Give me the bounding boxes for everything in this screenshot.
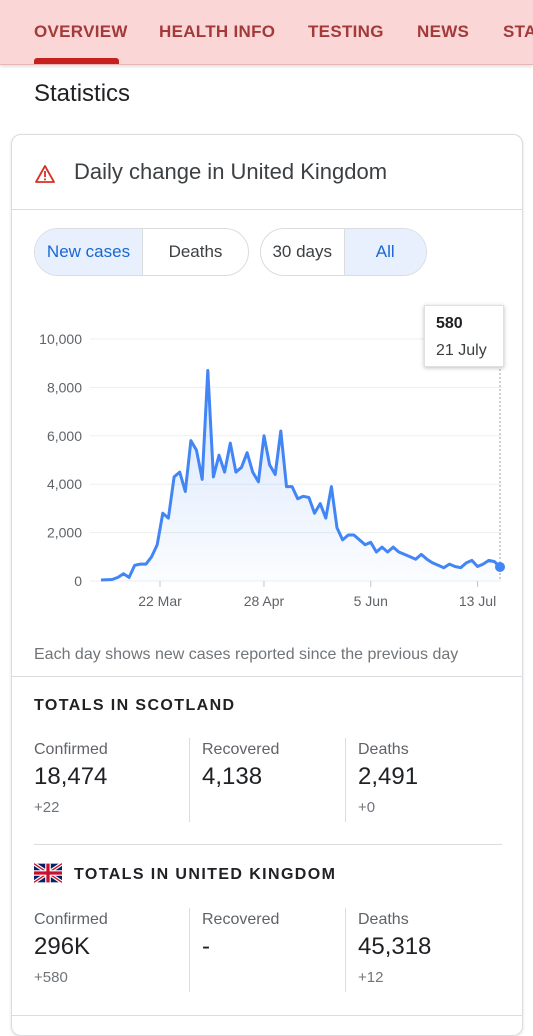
stats-card: Daily change in United Kingdom New cases… (11, 134, 523, 1036)
chart-tooltip: 580 21 July (424, 305, 504, 367)
y-tick-label: 4,000 (47, 476, 82, 492)
divider (12, 676, 522, 677)
stat-value: 45,318 (358, 933, 432, 960)
totals-scotland-title: TOTALS IN SCOTLAND (34, 697, 236, 714)
scotland-recovered: Recovered 4,138 (202, 741, 279, 799)
cases-area (101, 370, 500, 581)
all-button[interactable]: All (344, 229, 426, 275)
uk-deaths: Deaths 45,318 +12 (358, 911, 431, 986)
stat-separator (189, 908, 190, 992)
stat-label: Deaths (358, 911, 409, 928)
tooltip-date: 21 July (436, 342, 487, 359)
tab-testing[interactable]: TESTING (308, 22, 384, 41)
y-tick-label: 10,000 (39, 331, 82, 347)
range-toggle: 30 days All (260, 228, 427, 276)
x-tick-label: 22 Mar (138, 593, 182, 609)
chart-note: Each day shows new cases reported since … (34, 646, 459, 663)
stat-value: - (202, 933, 210, 960)
stat-label: Recovered (202, 911, 280, 928)
selected-point (495, 561, 505, 572)
divider (12, 1015, 522, 1016)
uk-recovered: Recovered - (202, 911, 279, 969)
x-tick-label: 13 Jul (459, 593, 496, 609)
30-days-button[interactable]: 30 days (261, 229, 345, 275)
stat-separator (189, 738, 190, 822)
active-tab-indicator (34, 58, 119, 64)
stat-label: Deaths (358, 741, 409, 758)
stat-label: Confirmed (34, 741, 108, 758)
warning-icon (35, 165, 55, 183)
y-tick-label: 0 (74, 573, 82, 589)
stat-value: 4,138 (202, 763, 263, 790)
x-tick-label: 5 Jun (354, 593, 388, 609)
cases-line (100, 369, 502, 582)
tab-statistics[interactable]: STATISTICS (503, 22, 533, 41)
scotland-confirmed: Confirmed 18,474 +22 (34, 741, 108, 816)
stat-separator (345, 738, 346, 822)
stat-label: Recovered (202, 741, 280, 758)
scotland-deaths: Deaths 2,491 +0 (358, 741, 418, 816)
deaths-button[interactable]: Deaths (168, 242, 223, 261)
stat-separator (345, 908, 346, 992)
y-tick-label: 6,000 (47, 428, 82, 444)
tooltip-value: 580 (436, 315, 463, 332)
section-title: Statistics (34, 80, 131, 107)
stat-change: +22 (34, 799, 60, 816)
x-tick-label: 28 Apr (244, 593, 285, 609)
metric-toggle: New cases Deaths (34, 228, 249, 276)
uk-flag-icon (34, 862, 62, 884)
daily-cases-chart[interactable]: 0 2,000 4,000 6,000 8,000 10,000 22 Mar 28 Apr… (12, 295, 522, 615)
new-cases-button[interactable]: New cases (35, 229, 143, 275)
stat-value: 18,474 (34, 763, 108, 790)
card-title: Daily change in United Kingdom (74, 159, 388, 184)
stat-value: 2,491 (358, 763, 419, 790)
stat-change: +0 (358, 799, 376, 816)
uk-confirmed: Confirmed 296K +580 (34, 911, 108, 986)
y-tick-label: 2,000 (47, 525, 82, 541)
tab-overview[interactable]: OVERVIEW (34, 22, 128, 41)
stat-change: +12 (358, 969, 384, 986)
y-tick-label: 8,000 (47, 379, 82, 395)
tab-news[interactable]: NEWS (417, 22, 470, 41)
divider (34, 844, 502, 845)
card-header: Daily change in United Kingdom (12, 135, 522, 210)
tab-health-info[interactable]: HEALTH INFO (159, 22, 276, 41)
stat-value: 296K (34, 933, 91, 960)
tab-bar: OVERVIEW HEALTH INFO TESTING NEWS STATIS… (0, 0, 533, 65)
stat-label: Confirmed (34, 911, 108, 928)
totals-uk-title: TOTALS IN UNITED KINGDOM (74, 866, 337, 883)
stat-change: +580 (34, 969, 68, 986)
